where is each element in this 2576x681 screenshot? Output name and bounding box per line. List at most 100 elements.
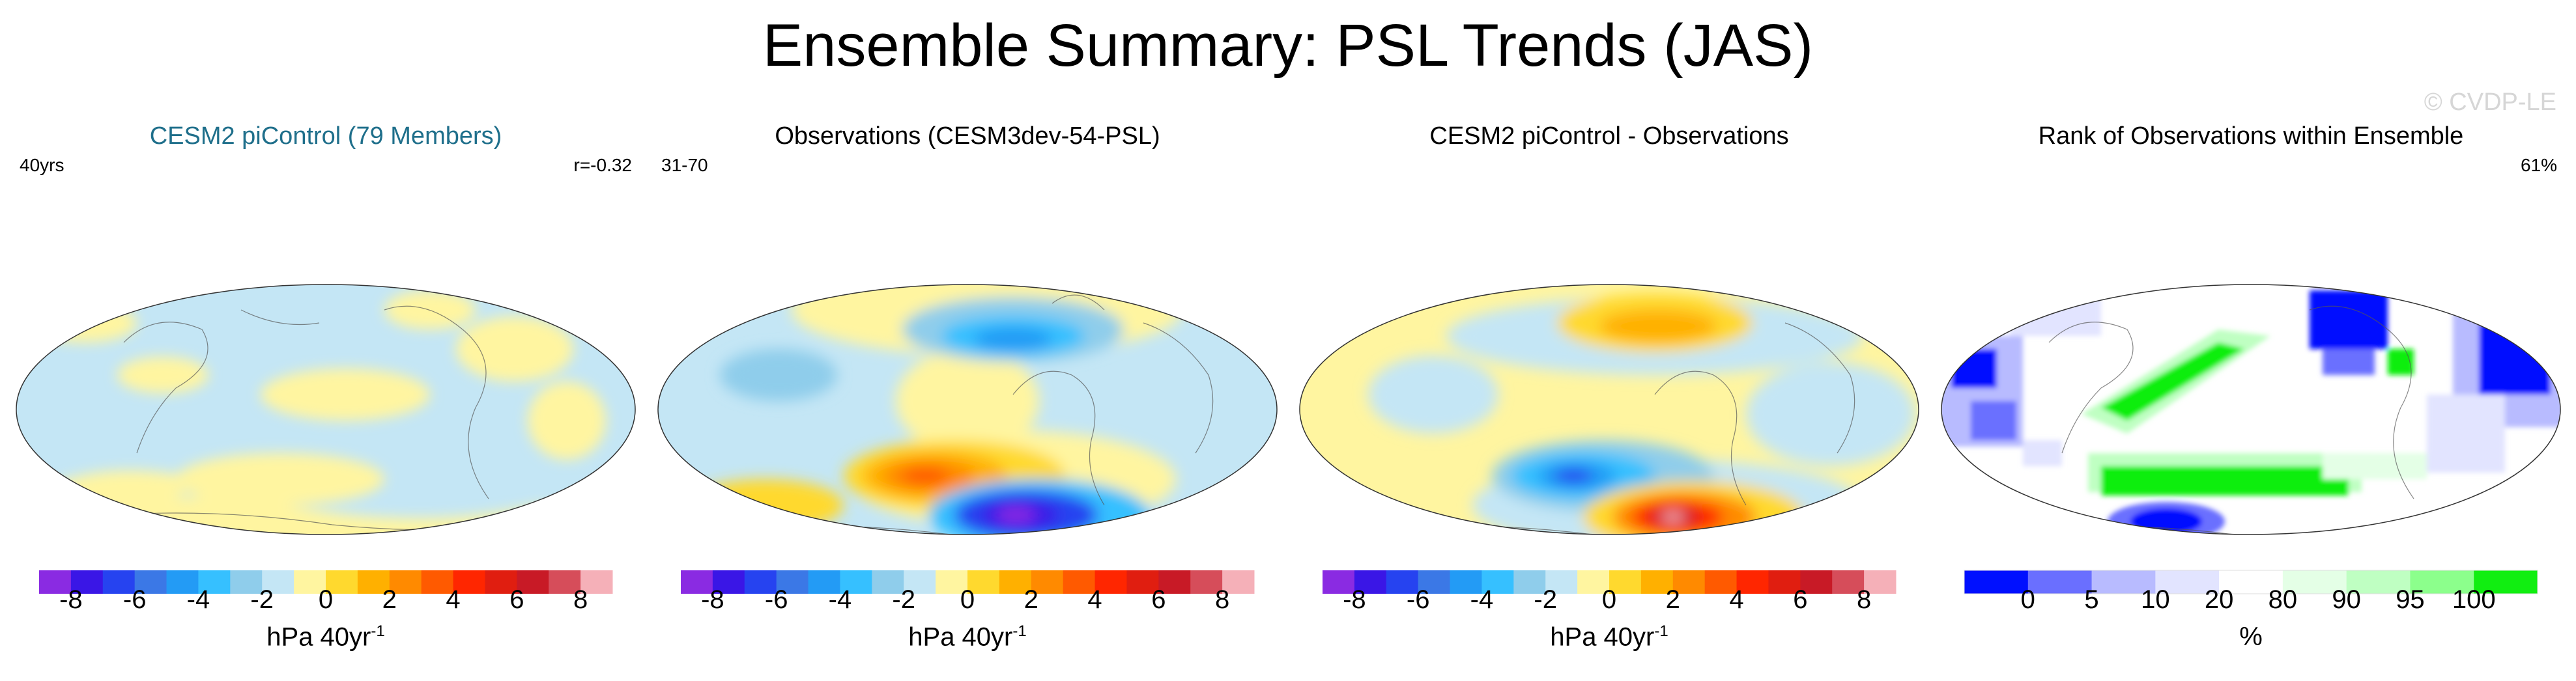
colorbar: -8 -6 -4 -2 0 2 4 6 8 <box>1323 570 1896 614</box>
colorbar: 0 5 10 20 80 90 95 100 <box>1964 570 2538 614</box>
colorbar-swatch <box>1418 570 1451 594</box>
years-label: 31-70 <box>661 155 708 175</box>
colorbar-tick-label: -6 <box>1407 585 1430 614</box>
colorbar-swatch <box>808 570 840 594</box>
colorbar-swatch <box>421 570 454 594</box>
colorbar-swatch <box>1800 570 1833 594</box>
colorbar-tick-label: 2 <box>382 585 397 614</box>
colorbar-swatch <box>1736 570 1769 594</box>
colorbar-swatch <box>102 570 136 594</box>
colorbar-swatch <box>1577 570 1610 594</box>
colorbar-tick-label: 90 <box>2332 585 2361 614</box>
colorbar-tick-label: 0 <box>960 585 975 614</box>
colorbar-swatch <box>936 570 968 594</box>
colorbar-swatch <box>389 570 422 594</box>
colorbar-swatch <box>1768 570 1801 594</box>
colorbar-swatch <box>904 570 936 594</box>
colorbar-swatch <box>872 570 904 594</box>
colorbar-swatch <box>2282 570 2347 594</box>
figure-title: Ensemble Summary: PSL Trends (JAS) <box>762 12 1814 79</box>
colorbar-tick-label: 4 <box>446 585 460 614</box>
colorbar-swatch <box>198 570 231 594</box>
colorbar-tick-label: 8 <box>1215 585 1229 614</box>
colorbar-units: hPa 40yr-1 <box>908 622 1027 652</box>
colorbar-swatch <box>134 570 167 594</box>
colorbar-swatch <box>2346 570 2411 594</box>
colorbar-tick-label: 8 <box>573 585 588 614</box>
panel-difference: CESM2 piControl - Observations <box>1290 115 1928 674</box>
colorbar-swatch <box>1964 570 2029 594</box>
colorbar-tick-label: -8 <box>59 585 83 614</box>
colorbar-tick-label: 20 <box>2205 585 2234 614</box>
colorbar: -8 -6 -4 -2 0 2 4 6 8 <box>681 570 1255 614</box>
colorbar-swatch <box>967 570 1000 594</box>
colorbar-swatch <box>1126 570 1159 594</box>
colorbar-swatch <box>326 570 358 594</box>
colorbar-tick-label: -4 <box>1470 585 1494 614</box>
colorbar-swatch <box>1704 570 1738 594</box>
rank-percent-label: 61% <box>2520 155 2557 175</box>
colorbar-swatch <box>1609 570 1642 594</box>
colorbar-tick-label: -6 <box>123 585 147 614</box>
colorbar-swatch <box>840 570 872 594</box>
colorbar-swatch <box>1354 570 1387 594</box>
colorbar-tick-label: 4 <box>1087 585 1102 614</box>
watermark: © CVDP-LE <box>2424 89 2556 116</box>
colorbar-swatch <box>166 570 199 594</box>
panel-rank: Rank of Observations within Ensemble 61% <box>1932 115 2570 674</box>
colorbar-tick-label: 0 <box>1602 585 1616 614</box>
colorbar-swatch <box>294 570 326 594</box>
colorbar-tick-label: 8 <box>1857 585 1871 614</box>
colorbar-tick-label: -6 <box>765 585 788 614</box>
colorbar-tick-label: 6 <box>1151 585 1166 614</box>
panel-title: CESM2 piControl (79 Members) <box>149 122 502 150</box>
colorbar-swatch <box>776 570 809 594</box>
colorbar-tick-label: -2 <box>250 585 274 614</box>
panel-ensemble-mean: CESM2 piControl (79 Members) 40yrs r=-0.… <box>7 115 645 674</box>
colorbar-units: hPa 40yr-1 <box>1550 622 1668 652</box>
colorbar-swatch <box>453 570 485 594</box>
colorbar-swatch <box>580 570 613 594</box>
colorbar-swatch <box>2091 570 2156 594</box>
colorbar-swatch <box>549 570 581 594</box>
colorbar-units: hPa 40yr-1 <box>266 622 385 652</box>
colorbar-swatch <box>744 570 777 594</box>
colorbar-swatch <box>1864 570 1896 594</box>
globe-outline <box>1941 284 2561 535</box>
colorbar-frame <box>1964 570 2538 594</box>
colorbar-swatch <box>1031 570 1064 594</box>
colorbar-tick-label: 2 <box>1666 585 1680 614</box>
colorbar-tick-label: 95 <box>2396 585 2425 614</box>
colorbar-units: % <box>2239 622 2263 651</box>
globe-outline <box>1299 284 1919 535</box>
colorbar-swatch <box>1513 570 1546 594</box>
panel-observations: Observations (CESM3dev-54-PSL) 31-70 <box>648 115 1287 674</box>
colorbar-tick-label: 10 <box>2141 585 2170 614</box>
colorbar-swatch <box>2027 570 2093 594</box>
colorbar-swatch <box>999 570 1032 594</box>
colorbar-swatch <box>517 570 549 594</box>
colorbar-swatch <box>1450 570 1482 594</box>
colorbar-swatch <box>681 570 713 594</box>
globe-outline <box>657 284 1278 535</box>
colorbar-swatch <box>1095 570 1127 594</box>
colorbar-swatch <box>2410 570 2474 594</box>
colorbar-swatch <box>1640 570 1674 594</box>
years-label: 40yrs <box>20 155 64 175</box>
panel-title: Observations (CESM3dev-54-PSL) <box>775 122 1160 150</box>
panel-title: Rank of Observations within Ensemble <box>2038 122 2464 150</box>
colorbar-tick-label: 0 <box>319 585 333 614</box>
colorbar-tick-label: 100 <box>2452 585 2496 614</box>
colorbar-swatch <box>1222 570 1255 594</box>
colorbar-tick-label: -4 <box>187 585 210 614</box>
map-ensemble-mean <box>16 284 636 535</box>
colorbar-swatch <box>1063 570 1096 594</box>
colorbar-swatch <box>1481 570 1514 594</box>
colorbar-swatch <box>2474 570 2538 594</box>
map-difference <box>1299 284 1919 535</box>
colorbar-tick-label: -4 <box>829 585 852 614</box>
colorbar-tick-label: -8 <box>701 585 724 614</box>
colorbar-swatch <box>1832 570 1865 594</box>
colorbar-tick-label: 80 <box>2268 585 2298 614</box>
colorbar-swatch <box>485 570 517 594</box>
